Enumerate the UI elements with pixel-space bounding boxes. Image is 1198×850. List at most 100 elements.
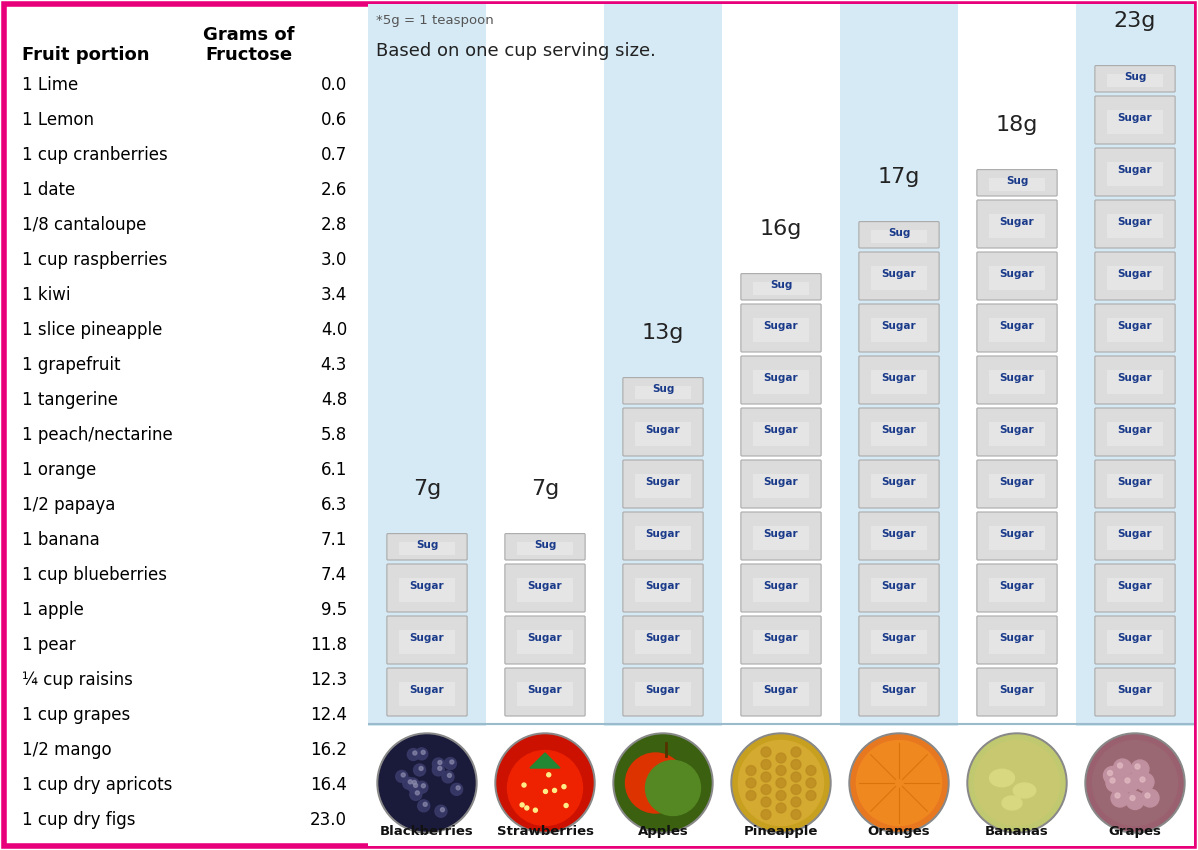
Text: Sugar: Sugar <box>410 684 444 694</box>
Circle shape <box>401 773 405 777</box>
Text: Sug: Sug <box>1006 177 1028 186</box>
FancyBboxPatch shape <box>623 564 703 612</box>
Circle shape <box>412 780 417 785</box>
Text: Sugar: Sugar <box>882 372 916 382</box>
Text: 6.1: 6.1 <box>321 461 347 479</box>
FancyBboxPatch shape <box>504 534 585 560</box>
Bar <box>752 281 809 295</box>
Text: Sug: Sug <box>416 541 438 551</box>
Circle shape <box>746 778 756 788</box>
Circle shape <box>552 789 557 792</box>
Circle shape <box>409 779 412 784</box>
FancyBboxPatch shape <box>740 564 821 612</box>
Polygon shape <box>530 753 559 768</box>
Text: Sugar: Sugar <box>646 529 680 539</box>
FancyBboxPatch shape <box>976 170 1057 196</box>
Circle shape <box>1135 764 1140 769</box>
Ellipse shape <box>1002 796 1022 810</box>
FancyBboxPatch shape <box>623 668 703 716</box>
FancyBboxPatch shape <box>976 408 1057 456</box>
Bar <box>871 474 927 498</box>
Text: Sugar: Sugar <box>410 632 444 643</box>
Bar <box>516 578 573 603</box>
Bar <box>988 631 1045 655</box>
FancyBboxPatch shape <box>740 274 821 300</box>
Circle shape <box>1113 759 1131 777</box>
Text: Sugar: Sugar <box>999 372 1034 382</box>
Circle shape <box>969 735 1065 831</box>
FancyBboxPatch shape <box>976 200 1057 248</box>
Text: Sugar: Sugar <box>763 477 798 486</box>
Circle shape <box>525 806 528 810</box>
Text: Sug: Sug <box>652 384 674 394</box>
Circle shape <box>422 751 425 754</box>
Bar <box>871 230 927 243</box>
Bar <box>1107 371 1163 394</box>
Circle shape <box>776 803 786 813</box>
FancyBboxPatch shape <box>623 616 703 664</box>
FancyBboxPatch shape <box>387 616 467 664</box>
Text: Sugar: Sugar <box>1118 372 1152 382</box>
Bar <box>752 526 809 551</box>
Bar <box>1107 110 1163 134</box>
FancyBboxPatch shape <box>740 460 821 508</box>
Bar <box>635 631 691 655</box>
Bar <box>1107 474 1163 498</box>
Circle shape <box>522 783 526 787</box>
Bar <box>399 631 455 655</box>
Text: 2.8: 2.8 <box>321 216 347 234</box>
Text: Based on one cup serving size.: Based on one cup serving size. <box>376 42 655 60</box>
Bar <box>752 578 809 603</box>
Text: 18g: 18g <box>996 116 1039 135</box>
Text: 6.3: 6.3 <box>321 496 347 514</box>
Circle shape <box>1118 763 1123 768</box>
Bar <box>635 683 691 706</box>
Text: Sugar: Sugar <box>1118 165 1152 174</box>
Text: Apples: Apples <box>637 825 689 838</box>
Circle shape <box>413 784 418 787</box>
Text: Sugar: Sugar <box>646 581 680 591</box>
Circle shape <box>857 740 942 825</box>
FancyBboxPatch shape <box>623 377 703 404</box>
Text: 1/2 mango: 1/2 mango <box>22 741 111 759</box>
Text: Sugar: Sugar <box>882 529 916 539</box>
Bar <box>988 178 1045 190</box>
Bar <box>1107 422 1163 446</box>
Text: 17g: 17g <box>878 167 920 187</box>
Circle shape <box>520 803 525 807</box>
FancyBboxPatch shape <box>1095 668 1175 716</box>
Circle shape <box>416 748 428 760</box>
FancyBboxPatch shape <box>740 304 821 352</box>
FancyBboxPatch shape <box>859 408 939 456</box>
Circle shape <box>432 758 444 770</box>
Bar <box>871 683 927 706</box>
Text: 0.6: 0.6 <box>321 111 347 129</box>
Text: Fructose: Fructose <box>205 46 292 64</box>
Text: Sugar: Sugar <box>763 320 798 331</box>
FancyBboxPatch shape <box>740 512 821 560</box>
Bar <box>871 631 927 655</box>
Text: Sugar: Sugar <box>882 425 916 434</box>
Text: 7.1: 7.1 <box>321 531 347 549</box>
Circle shape <box>450 784 462 796</box>
Text: Sugar: Sugar <box>1118 425 1152 434</box>
Circle shape <box>1093 740 1178 825</box>
Circle shape <box>791 772 801 782</box>
Text: Sugar: Sugar <box>1118 320 1152 331</box>
Circle shape <box>564 803 568 808</box>
Text: Sugar: Sugar <box>999 632 1034 643</box>
Circle shape <box>776 753 786 763</box>
Bar <box>635 526 691 551</box>
FancyBboxPatch shape <box>1095 200 1175 248</box>
Circle shape <box>377 733 477 833</box>
Text: Sugar: Sugar <box>763 632 798 643</box>
Circle shape <box>1111 789 1129 807</box>
Circle shape <box>731 733 831 833</box>
Bar <box>871 319 927 343</box>
Circle shape <box>1107 770 1113 775</box>
Bar <box>1107 162 1163 186</box>
Circle shape <box>615 735 710 831</box>
Text: Strawberries: Strawberries <box>496 825 593 838</box>
FancyBboxPatch shape <box>1095 564 1175 612</box>
Text: 5.8: 5.8 <box>321 426 347 444</box>
